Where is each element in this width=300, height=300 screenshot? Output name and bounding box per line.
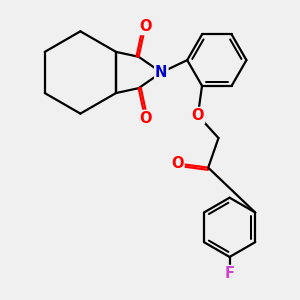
Text: O: O	[139, 19, 152, 34]
Text: F: F	[225, 266, 235, 281]
Text: O: O	[171, 156, 184, 171]
Text: N: N	[155, 65, 167, 80]
Text: O: O	[139, 111, 152, 126]
Text: O: O	[192, 108, 204, 123]
